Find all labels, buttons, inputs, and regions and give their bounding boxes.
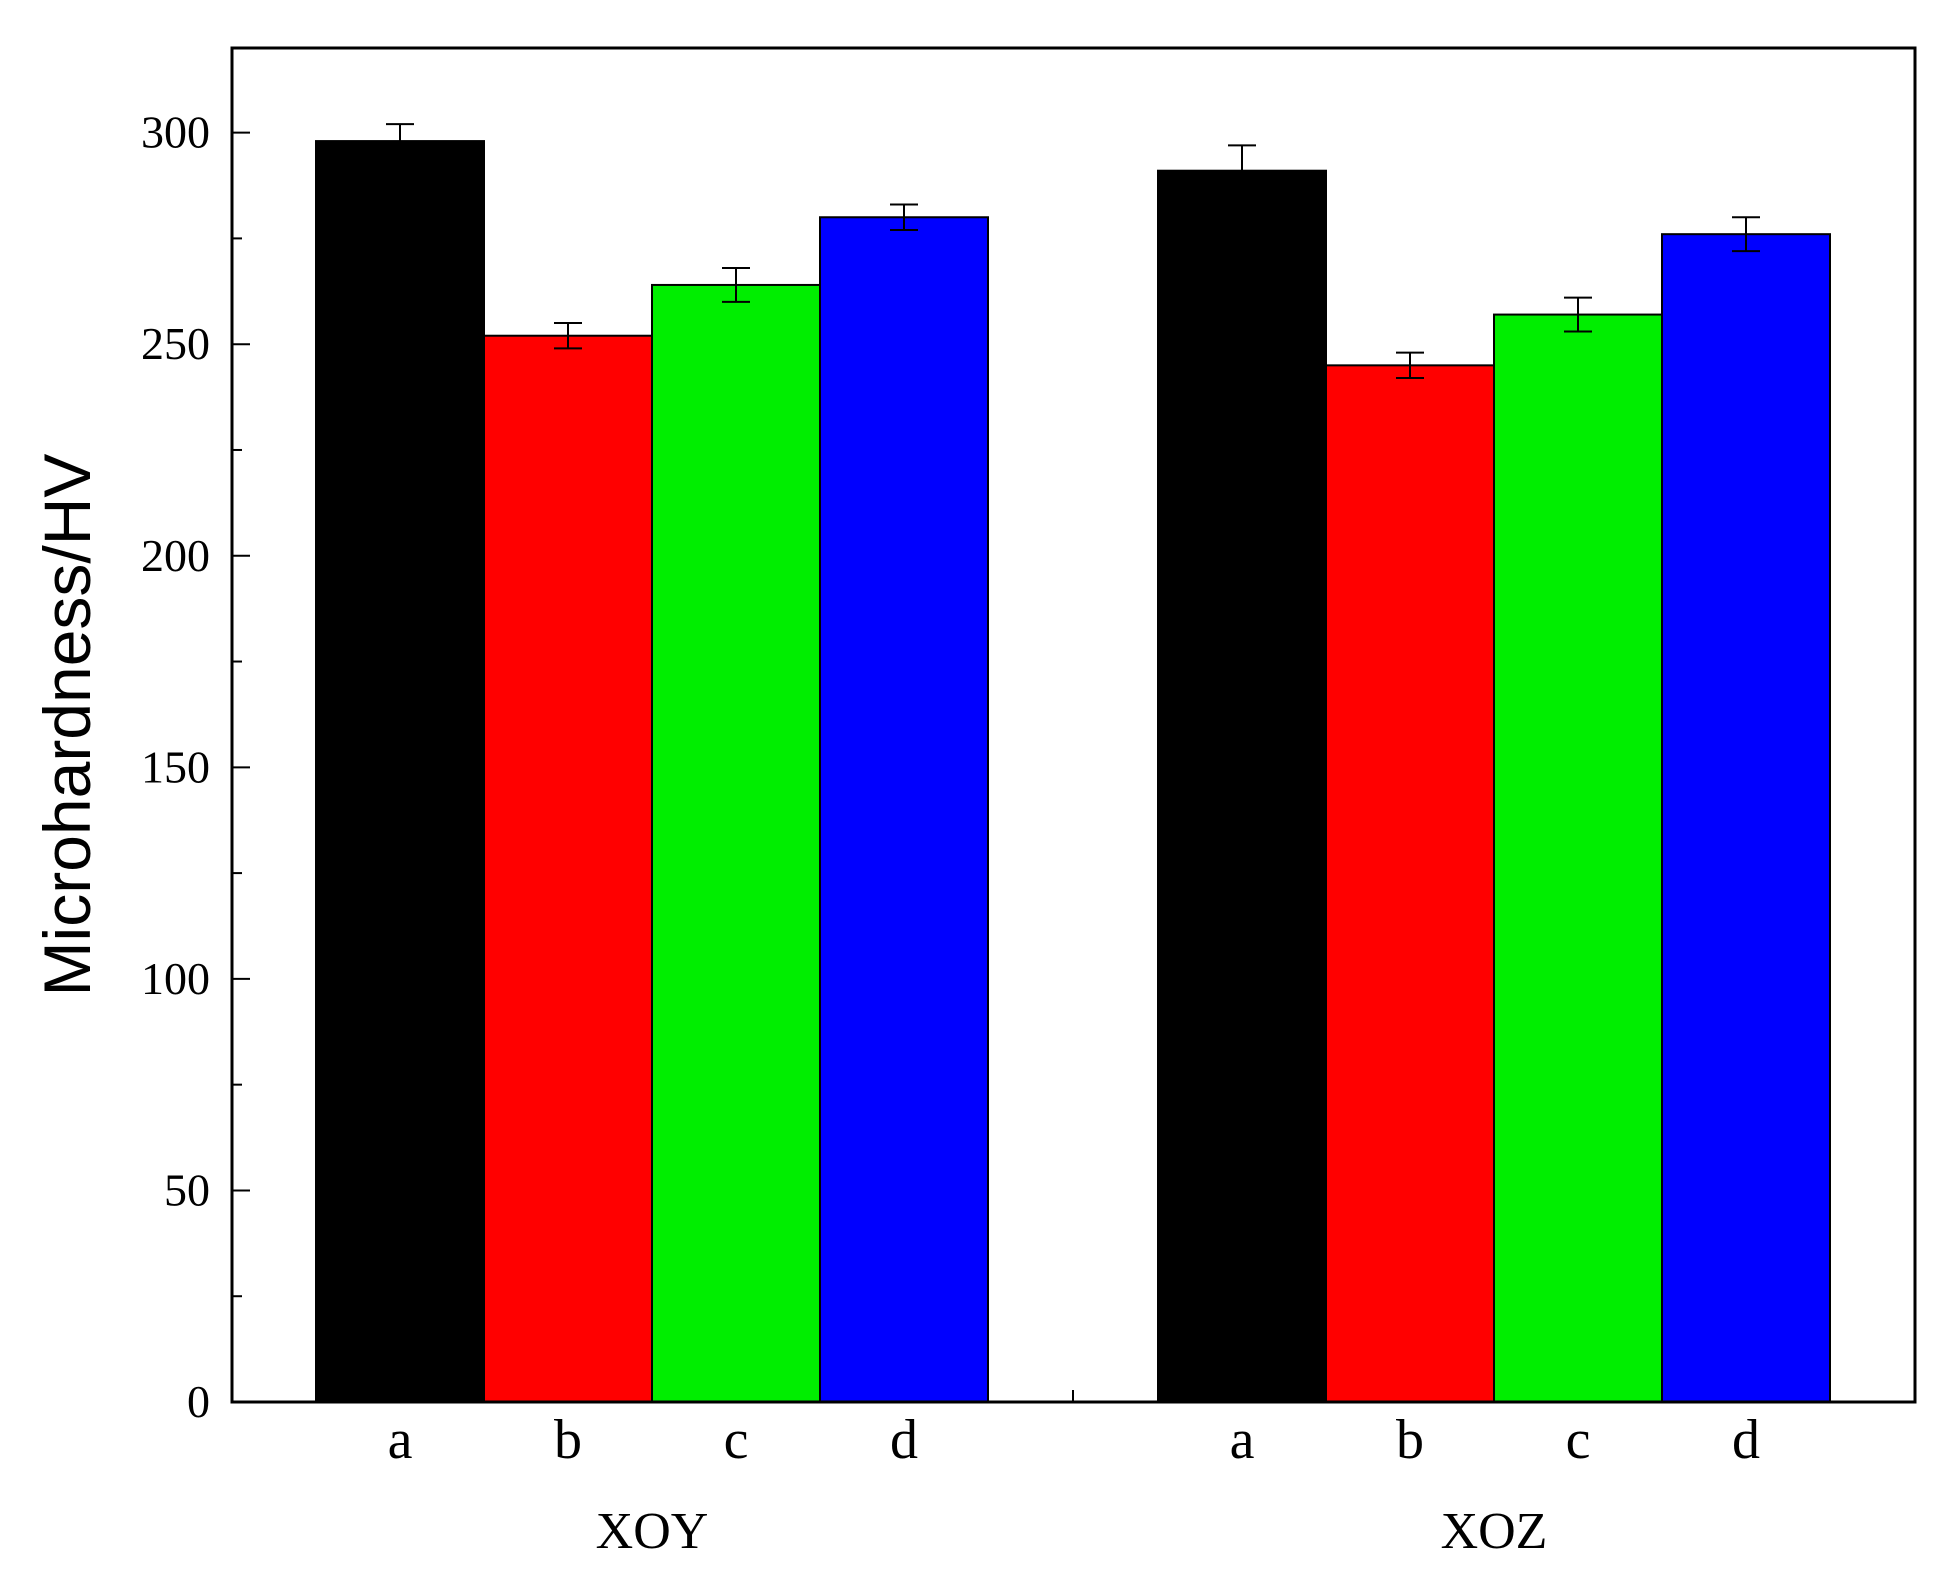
error-bar-xoz-d [1732, 216, 1760, 253]
category-label-xoz-c: c [1566, 1409, 1591, 1471]
bar-xoz-a [1157, 169, 1327, 1403]
group-label-xoz: XOZ [1441, 1503, 1548, 1560]
group-label-xoy: XOY [596, 1503, 709, 1560]
error-bar-xoy-d [890, 203, 918, 231]
bar-xoy-d [819, 216, 989, 1403]
y-tick-label-150: 150 [141, 741, 210, 792]
category-label-xoy-c: c [724, 1409, 749, 1471]
y-axis-title: Microhardness/HV [30, 454, 104, 997]
y-axis-tick-labels: 0 50 100 150 200 250 300 [141, 107, 210, 1427]
error-bar-xoy-c [722, 267, 750, 303]
bar-xoz-b [1325, 364, 1495, 1403]
y-tick-label-50: 50 [164, 1164, 210, 1215]
category-label-xoz-b: b [1396, 1409, 1424, 1471]
error-bar-xoz-a [1228, 144, 1256, 198]
y-tick-label-250: 250 [141, 318, 210, 369]
y-tick-label-100: 100 [141, 953, 210, 1004]
category-label-xoy-d: d [890, 1409, 918, 1471]
category-label-xoy-b: b [554, 1409, 582, 1471]
bar-xoz-d [1661, 233, 1831, 1403]
category-label-xoz-d: d [1732, 1409, 1760, 1471]
bar-xoy-a [315, 140, 485, 1403]
bar-xoy-b [483, 334, 653, 1404]
bars-layer [315, 140, 1831, 1404]
x-axis-group-labels: XOY XOZ [596, 1503, 1548, 1560]
y-tick-label-0: 0 [187, 1376, 210, 1427]
error-bar-xoy-a [386, 123, 414, 160]
y-tick-label-200: 200 [141, 530, 210, 581]
error-bar-xoz-c [1564, 296, 1592, 333]
category-label-xoy-a: a [388, 1409, 413, 1471]
y-tick-label-300: 300 [141, 107, 210, 158]
error-bars-layer [386, 123, 1760, 380]
bar-xoz-c [1493, 313, 1663, 1404]
category-label-xoz-a: a [1230, 1409, 1255, 1471]
y-axis-ticks [232, 131, 250, 1403]
error-bar-xoz-b [1396, 351, 1424, 380]
error-bar-xoy-b [554, 322, 582, 350]
bar-xoy-c [651, 283, 821, 1404]
